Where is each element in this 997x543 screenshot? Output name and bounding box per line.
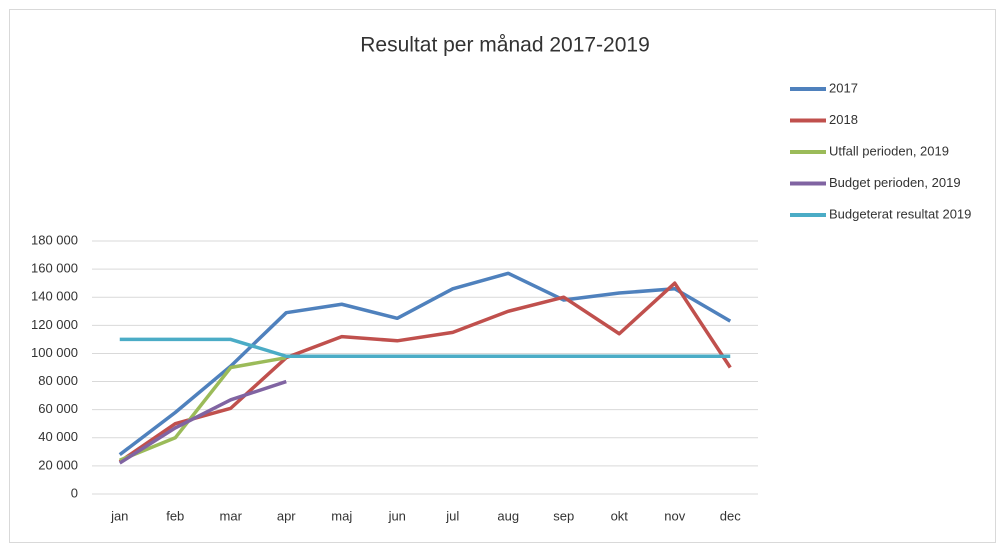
y-tick-label: 60 000: [38, 401, 78, 416]
x-tick-label: maj: [331, 508, 352, 523]
series-line: [119, 355, 287, 462]
x-tick-label: aug: [497, 508, 519, 523]
y-tick-label: 40 000: [38, 429, 78, 444]
x-tick-label: jan: [110, 508, 128, 523]
legend-label: Utfall perioden, 2019: [829, 143, 949, 158]
y-tick-label: 140 000: [31, 289, 78, 304]
x-tick-label: feb: [166, 508, 184, 523]
y-tick-label: 20 000: [38, 457, 78, 472]
x-tick-label: apr: [277, 508, 296, 523]
legend-label: Budgeterat resultat 2019: [829, 206, 971, 221]
x-tick-label: sep: [553, 508, 574, 523]
x-tick-label: mar: [220, 508, 243, 523]
y-tick-label: 180 000: [31, 232, 78, 247]
y-tick-label: 160 000: [31, 261, 78, 276]
x-tick-label: nov: [664, 508, 685, 523]
x-tick-label: jun: [388, 508, 406, 523]
y-tick-label: 120 000: [31, 317, 78, 332]
legend-label: 2018: [829, 112, 858, 127]
x-tick-label: jul: [445, 508, 459, 523]
x-tick-label: okt: [611, 508, 629, 523]
y-tick-label: 100 000: [31, 345, 78, 360]
series-line: [118, 281, 732, 464]
y-tick-label: 80 000: [38, 373, 78, 388]
series-line: [119, 337, 731, 359]
x-tick-label: dec: [720, 508, 741, 523]
series-line: [118, 271, 732, 457]
y-tick-label: 0: [71, 485, 78, 500]
series-line: [118, 379, 287, 465]
legend-label: 2017: [829, 80, 858, 95]
legend-label: Budget perioden, 2019: [829, 175, 961, 190]
chart-title: Resultat per månad 2017-2019: [360, 34, 650, 57]
